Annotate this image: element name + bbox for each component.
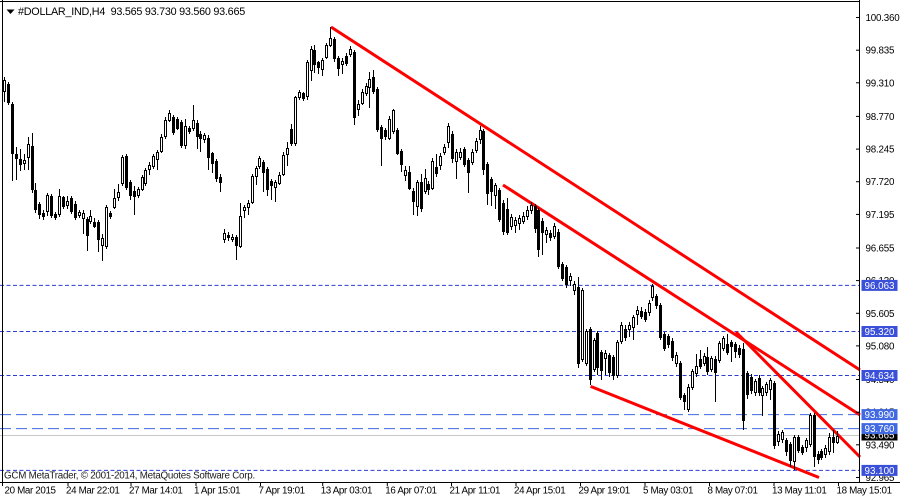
svg-text:27 Mar 14:01: 27 Mar 14:01 (129, 486, 183, 497)
svg-text:24 Mar 22:01: 24 Mar 22:01 (66, 486, 120, 497)
svg-text:93.490: 93.490 (866, 440, 896, 451)
svg-text:7 Apr 19:01: 7 Apr 19:01 (259, 486, 305, 497)
svg-text:#DOLLAR_IND,H4 93.565 93.730: #DOLLAR_IND,H4 93.565 93.730 93.560 93.6… (18, 6, 245, 18)
svg-text:5 May 03:01: 5 May 03:01 (643, 486, 693, 497)
svg-text:96.063: 96.063 (865, 281, 896, 292)
svg-text:95.320: 95.320 (865, 327, 896, 338)
svg-text:1 Apr 15:01: 1 Apr 15:01 (194, 486, 240, 497)
svg-text:96.655: 96.655 (866, 244, 896, 255)
svg-text:97.720: 97.720 (866, 177, 896, 188)
svg-text:100.360: 100.360 (866, 13, 900, 24)
svg-text:95.605: 95.605 (866, 309, 896, 320)
svg-text:95.080: 95.080 (866, 341, 896, 352)
svg-text:13 Apr 03:01: 13 Apr 03:01 (321, 486, 372, 497)
svg-text:16 Apr 07:01: 16 Apr 07:01 (385, 486, 436, 497)
svg-text:93.760: 93.760 (865, 424, 896, 435)
svg-text:21 Apr 11:01: 21 Apr 11:01 (450, 486, 501, 497)
svg-text:97.195: 97.195 (866, 210, 896, 221)
svg-text:92.965: 92.965 (866, 473, 896, 484)
svg-text:99.835: 99.835 (866, 46, 896, 57)
svg-text:98.245: 98.245 (866, 145, 896, 156)
svg-text:94.634: 94.634 (865, 371, 896, 382)
svg-text:20 Mar 2015: 20 Mar 2015 (5, 486, 57, 497)
svg-text:93.100: 93.100 (865, 466, 896, 477)
svg-text:99.310: 99.310 (866, 78, 896, 89)
svg-text:29 Apr 19:01: 29 Apr 19:01 (579, 486, 630, 497)
svg-text:93.990: 93.990 (865, 410, 896, 421)
svg-text:GCM MetaTrader, © 2001-2014, M: GCM MetaTrader, © 2001-2014, MetaQuotes … (4, 471, 255, 482)
svg-text:8 May 07:01: 8 May 07:01 (708, 486, 758, 497)
svg-text:24 Apr 15:01: 24 Apr 15:01 (514, 486, 565, 497)
svg-text:18 May 15:01: 18 May 15:01 (837, 486, 892, 497)
svg-text:93.665: 93.665 (865, 431, 896, 442)
svg-text:13 May 11:01: 13 May 11:01 (772, 486, 826, 497)
svg-text:98.770: 98.770 (866, 112, 896, 123)
